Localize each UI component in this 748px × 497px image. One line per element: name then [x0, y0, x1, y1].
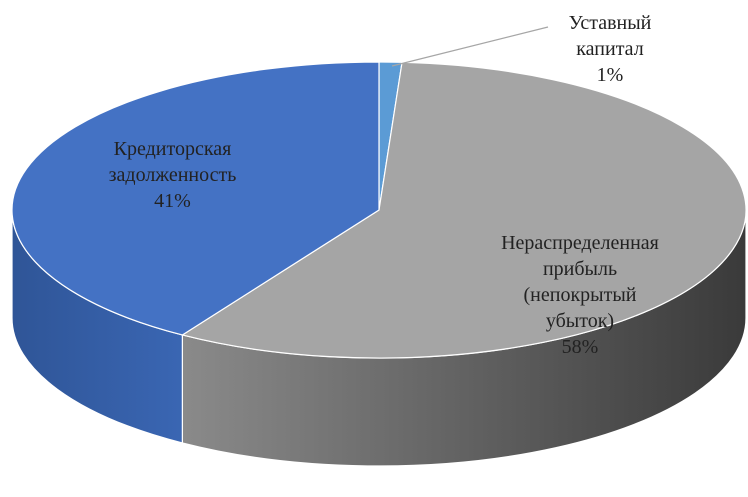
category-label: Уставный капитал — [568, 12, 652, 60]
slice-label: Уставный капитал 1% — [535, 10, 685, 88]
category-label: Нераспределенная прибыль (непокрытый убы… — [501, 232, 659, 332]
value-label: 58% — [561, 336, 599, 358]
value-label: 41% — [154, 190, 191, 212]
category-label: Кредиторская задолженность — [108, 138, 237, 186]
slice-label: Кредиторская задолженность 41% — [85, 136, 260, 214]
pie-slice — [11, 61, 380, 336]
slice-label: Нераспределенная прибыль (непокрытый убы… — [500, 230, 660, 360]
pie-slice — [180, 61, 747, 359]
value-label: 1% — [596, 64, 624, 86]
leader-line — [391, 26, 549, 67]
